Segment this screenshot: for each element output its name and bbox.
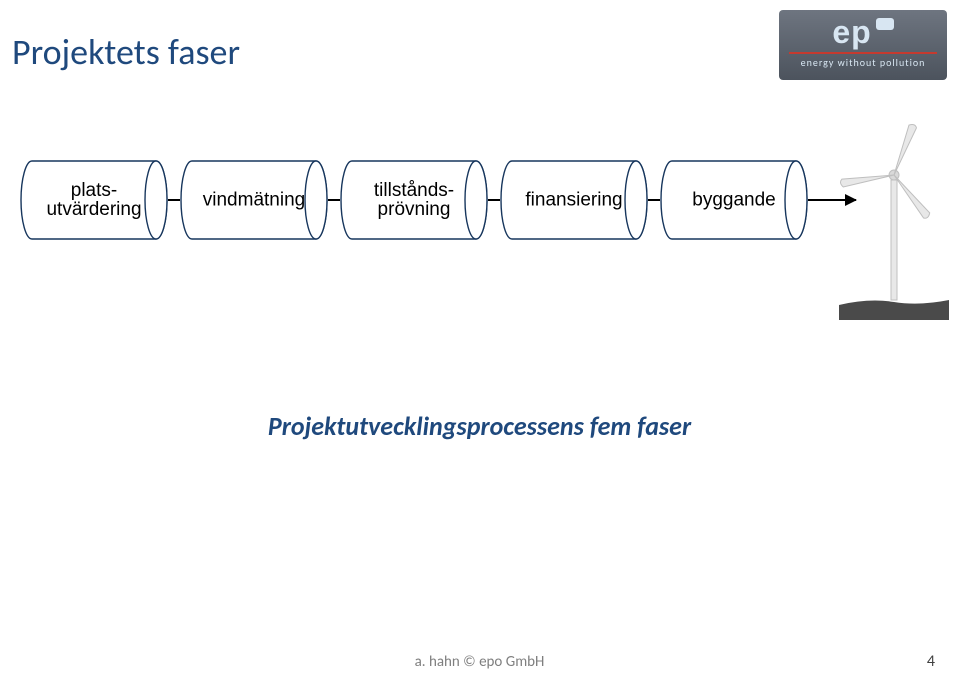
stage-1: plats-utvärdering	[20, 160, 168, 240]
stage-5: byggande	[660, 160, 808, 240]
wind-turbine-icon	[839, 120, 949, 320]
process-flow: plats-utvärdering vindmätning tillstånds…	[20, 160, 856, 240]
logo: ep energy without pollution	[779, 10, 947, 80]
stage-label: byggande	[660, 191, 808, 210]
stage-label-line2: utvärdering	[20, 200, 168, 219]
connector	[328, 199, 340, 201]
logo-mark-icon	[876, 18, 894, 30]
stage-2: vindmätning	[180, 160, 328, 240]
stage-label-line2: prövning	[340, 200, 488, 219]
connector	[168, 199, 180, 201]
page-number: 4	[927, 652, 935, 671]
stage-label-line1: byggande	[692, 190, 775, 211]
stage-label: finansiering	[500, 191, 648, 210]
connector	[648, 199, 660, 201]
caption: Projektutvecklingsprocessens fem faser	[0, 410, 959, 442]
stage-4: finansiering	[500, 160, 648, 240]
footer-text: a. hahn © epo GmbH	[0, 653, 959, 671]
stage-label: plats-utvärdering	[20, 181, 168, 219]
stage-label-line1: vindmätning	[203, 190, 305, 211]
stage-label: tillstånds-prövning	[340, 181, 488, 219]
logo-tagline: energy without pollution	[789, 52, 937, 69]
stage-3: tillstånds-prövning	[340, 160, 488, 240]
stage-label-line1: plats-	[71, 180, 117, 201]
stage-label: vindmätning	[180, 191, 328, 210]
logo-brand-text: ep	[832, 14, 871, 50]
stage-label-line1: tillstånds-	[374, 180, 454, 201]
stage-label-line1: finansiering	[525, 190, 622, 211]
logo-brand: ep	[779, 16, 947, 48]
connector	[488, 199, 500, 201]
page-title: Projektets faser	[12, 30, 240, 74]
